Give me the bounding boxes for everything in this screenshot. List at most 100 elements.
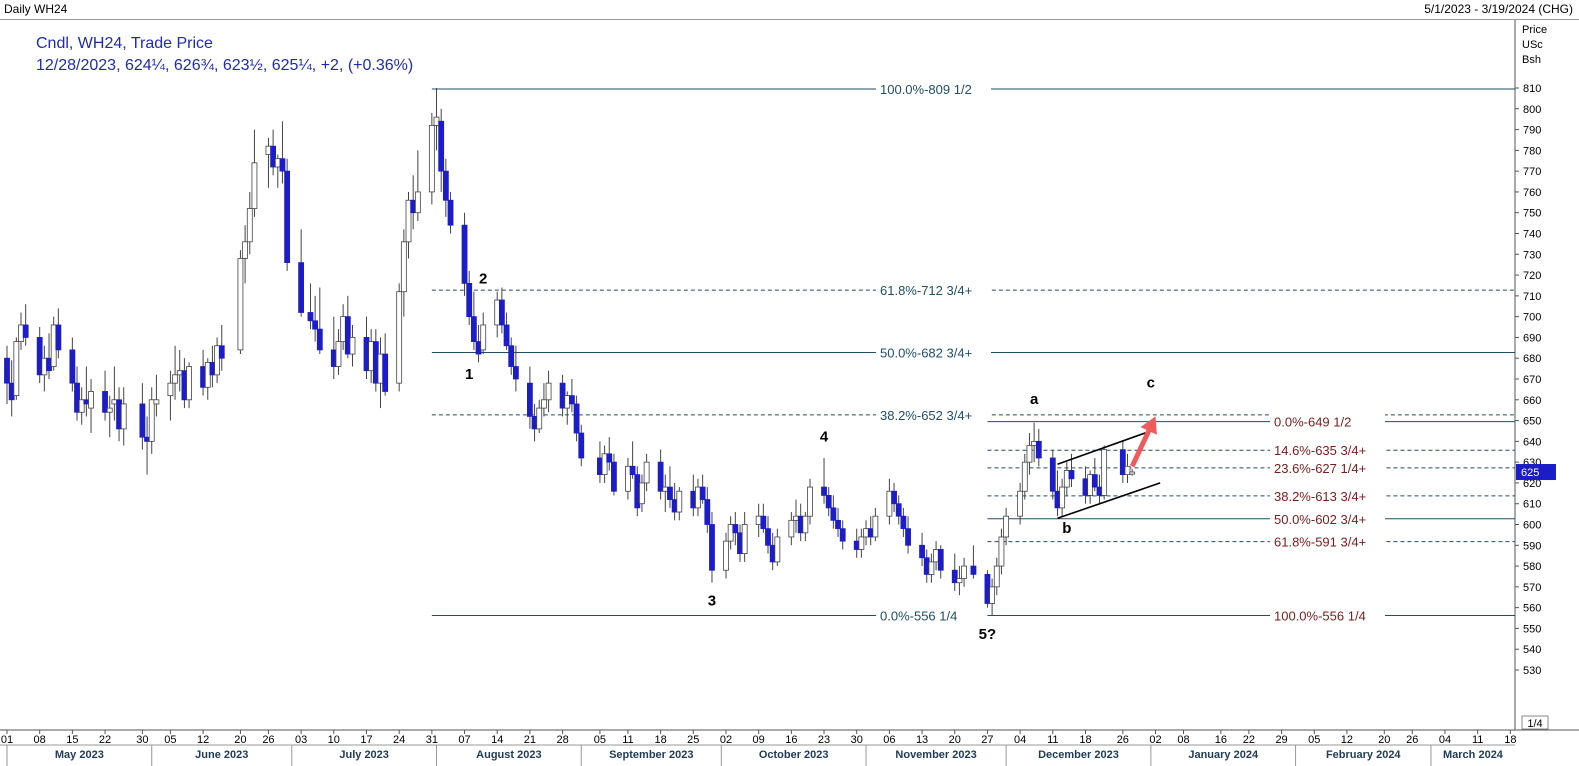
candle-body — [88, 391, 94, 409]
y-tick-label: 810 — [1523, 83, 1541, 95]
candle-body — [905, 528, 911, 546]
x-tick-label: 11 — [1472, 734, 1483, 746]
candle-body — [18, 324, 24, 342]
fib-level-left-label: 50.0%-682 3/4+ — [880, 345, 972, 360]
x-tick-label: 04 — [1439, 734, 1451, 746]
fib-level-left-label-bg — [876, 344, 991, 360]
y-tick-label: 580 — [1523, 561, 1541, 573]
x-tick-label: 20 — [1378, 734, 1390, 746]
price-axis-unit: Price — [1522, 24, 1547, 36]
fib-level-left-label: 0.0%-556 1/4 — [880, 608, 957, 623]
x-tick-label: 30 — [851, 734, 863, 746]
up-arrow-head — [1140, 416, 1157, 435]
candle-body — [503, 324, 510, 347]
candle-body — [933, 549, 939, 563]
x-tick-label: 16 — [1215, 734, 1227, 746]
candle-body — [74, 382, 80, 413]
fib-level-right-label: 50.0%-602 3/4+ — [1274, 512, 1366, 527]
candle-body — [251, 162, 258, 209]
candle-body — [270, 145, 277, 168]
candle-body — [55, 324, 62, 351]
last-price-label: 625 — [1521, 467, 1539, 479]
candle-body — [676, 490, 683, 513]
candle-body — [50, 324, 57, 367]
y-tick-label: 770 — [1523, 166, 1541, 178]
candle-body — [438, 120, 445, 172]
candle-body — [1082, 478, 1089, 496]
candle-body — [330, 349, 337, 367]
candle-body — [372, 341, 379, 384]
candle-body — [22, 324, 29, 338]
y-tick-label: 800 — [1523, 104, 1541, 116]
candle-body — [1068, 470, 1075, 480]
fib-level-left-label-bg — [876, 406, 991, 422]
x-tick-label: 04 — [1014, 734, 1026, 746]
candle-body — [400, 241, 407, 293]
x-tick-label: 26 — [262, 734, 274, 746]
candle-body — [396, 291, 403, 384]
x-tick-label: 10 — [328, 734, 340, 746]
candle-body — [765, 528, 771, 546]
candle-body — [993, 565, 1000, 588]
fib-level-right-label: 23.6%-627 1/4+ — [1274, 461, 1366, 476]
candle-body — [629, 465, 636, 476]
candle-body — [895, 503, 902, 517]
candle-body — [830, 507, 837, 521]
candle-body — [78, 399, 85, 413]
candle-body — [41, 357, 48, 376]
last-price-marker — [1516, 464, 1556, 481]
candle-body — [153, 399, 160, 405]
month-label: June 2023 — [195, 749, 248, 761]
candle-body — [363, 337, 370, 372]
candle-body — [466, 282, 473, 318]
x-tick-label: 06 — [883, 734, 895, 746]
candle-body — [858, 536, 865, 550]
candle-body — [246, 208, 253, 243]
candle-body — [144, 436, 150, 442]
x-tick-label: 05 — [164, 734, 176, 746]
candle-body — [69, 349, 76, 384]
x-tick-label: 16 — [785, 734, 797, 746]
candle-body — [447, 199, 454, 226]
fib-level-right-label-bg — [1270, 442, 1385, 458]
candle-body — [46, 357, 52, 372]
candle-body — [989, 586, 996, 604]
month-label: November 2023 — [895, 749, 976, 761]
candle-body — [769, 544, 776, 563]
y-tick-label: 700 — [1523, 312, 1541, 324]
candle-body — [335, 341, 342, 367]
candle-body — [442, 170, 449, 201]
fib-level-right-label-bg — [1270, 459, 1385, 475]
candle-body — [106, 407, 113, 413]
candle-body — [13, 341, 20, 397]
fib-level-left-label: 38.2%-652 3/4+ — [880, 408, 972, 423]
candle-body — [891, 490, 897, 505]
fib-level-left-label: 100.0%-809 1/2 — [880, 82, 972, 97]
month-label: March 2024 — [1443, 749, 1504, 761]
chart-header-bar: Daily WH24 5/1/2023 - 3/19/2024 (CHG) — [0, 0, 1579, 20]
legend-line1: Cndl, WH24, Trade Price — [36, 35, 213, 52]
x-tick-label: 02 — [1149, 734, 1161, 746]
candle-body — [102, 391, 108, 413]
candle-body — [312, 320, 319, 330]
candle-body — [167, 382, 174, 397]
x-tick-label: 14 — [491, 734, 503, 746]
candle-body — [494, 299, 501, 326]
candle-body — [671, 499, 678, 513]
x-tick-label: 17 — [360, 734, 372, 746]
x-tick-label: 18 — [1079, 734, 1091, 746]
candle-body — [564, 395, 571, 409]
candle-body — [139, 403, 146, 438]
candle-body — [662, 486, 669, 492]
x-tick-label: 30 — [136, 734, 148, 746]
candle-body — [695, 486, 701, 509]
y-tick-label: 740 — [1523, 229, 1541, 241]
candle-body — [1101, 449, 1108, 496]
candle-body — [545, 382, 552, 401]
x-tick-label: 13 — [916, 734, 928, 746]
candle-body — [242, 241, 249, 259]
candle-body — [797, 515, 804, 534]
candle-body — [1091, 474, 1098, 488]
candle-body — [709, 524, 715, 571]
